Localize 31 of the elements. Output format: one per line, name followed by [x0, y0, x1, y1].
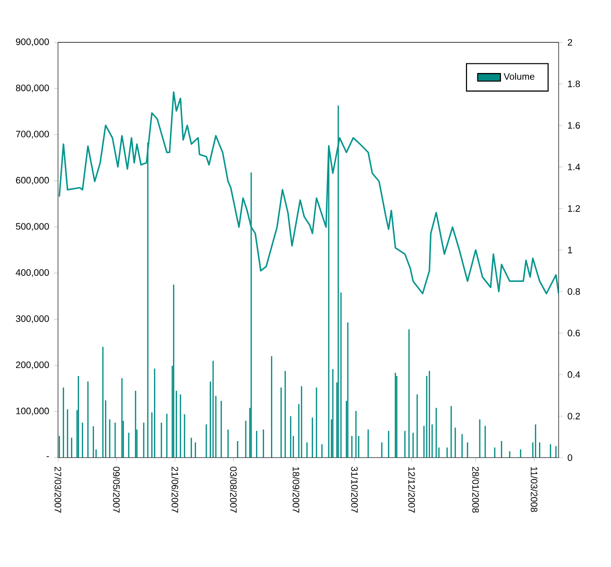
y2-tick-label: 0	[568, 454, 572, 461]
y-tick-label: 800,000	[16, 84, 49, 92]
y-tick-label: 700,000	[16, 130, 49, 138]
y2-tick-label: 1	[568, 246, 572, 254]
y-tick-label: 200,000	[16, 362, 49, 370]
x-tick-label: 28/01/2008	[472, 466, 480, 513]
x-tick-label: 11/03/2008	[530, 467, 538, 512]
legend-label: Volume	[504, 72, 534, 80]
y-tick-label: 400,000	[16, 269, 49, 277]
y-tick-label: 500,000	[16, 223, 49, 231]
y2-tick-label: 1.6	[568, 122, 580, 129]
y-tick-label: 300,000	[16, 315, 49, 324]
y2-tick-label: 0.4	[568, 371, 580, 378]
x-tick-label: 21/06/2007	[172, 466, 178, 513]
x-tick-label: 31/10/2007	[351, 466, 358, 513]
x-tick-label: 09/05/2007	[113, 466, 120, 513]
y2-tick-label: 1.4	[568, 164, 580, 170]
y2-tick-label: 1.8	[568, 80, 580, 88]
y2-tick-label: 0.6	[568, 330, 580, 336]
x-tick-label: 27/03/2007	[54, 466, 62, 513]
x-tick-label: 03/08/2007	[230, 466, 237, 513]
x-tick-label: 18/09/2007	[292, 467, 300, 513]
y2-tick-label: 0.8	[568, 288, 580, 295]
y2-tick-label: 0.2	[568, 412, 580, 420]
y-tick-label: -	[46, 456, 49, 457]
y2-tick-label: 1.2	[568, 205, 580, 212]
x-tick-label: 12/12/2007	[408, 467, 416, 513]
y-tick-label: 900,000	[16, 38, 49, 46]
y-tick-label: 600,000	[16, 176, 49, 185]
y2-tick-label: 2	[568, 39, 572, 46]
y-tick-label: 100,000	[16, 408, 49, 416]
